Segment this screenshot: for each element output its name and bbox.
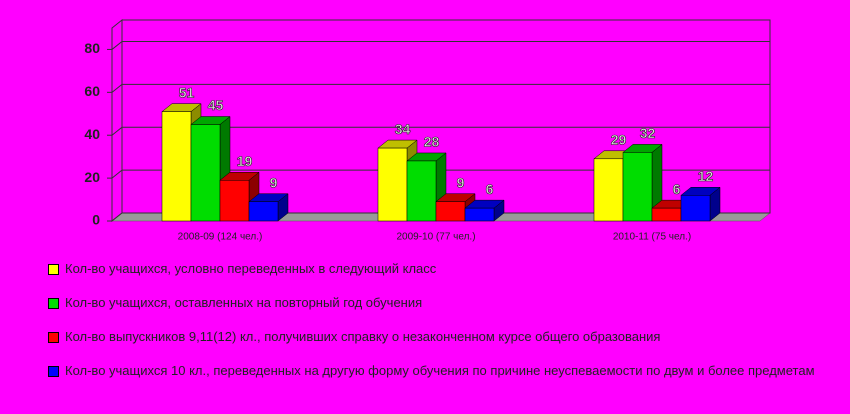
legend-item: Кол-во учащихся, условно переведенных в … [48,260,838,277]
bar-front [435,201,466,222]
chart: 0 20 40 60 80 2008-09 (124 чел.) 51 45 19 9 2009-1… [84,18,771,243]
value-label: 34 [395,121,411,137]
y-tick-label: 0 [92,212,100,228]
bar-front [622,152,653,222]
legend-label: Кол-во выпускников 9,11(12) кл., получив… [65,329,661,344]
value-label: 19 [237,153,253,169]
bar [435,193,476,222]
y-tick-label: 60 [84,83,100,99]
legend-label: Кол-во учащихся, оставленных на повторны… [65,295,423,310]
legend-item: Кол-во выпускников 9,11(12) кл., получив… [48,328,838,345]
value-label: 51 [179,84,195,100]
grid-line [111,40,770,50]
bar-front [464,207,495,222]
x-tick-label: 2010-11 (75 чел.) [613,232,691,243]
grid-line [111,83,770,93]
x-tick-label: 2009-10 (77 чел.) [396,232,475,243]
x-tick-label: 2008-09 (124 чел.) [178,232,263,243]
legend-item: Кол-во учащихся 10 кл., переведенных на … [48,362,838,379]
bar-front [680,195,711,222]
bar [464,199,505,222]
y-tick-label: 20 [84,169,100,185]
bar [680,186,721,222]
y-tick-label: 80 [84,40,100,56]
value-label: 32 [640,125,656,141]
legend-swatch [48,332,59,343]
value-label: 12 [698,168,714,184]
legend-swatch [48,264,59,275]
bar-front [377,147,408,222]
bar-front [248,201,279,222]
value-label: 6 [673,181,681,197]
value-label: 9 [270,174,278,190]
legend-label: Кол-во учащихся, условно переведенных в … [65,261,437,276]
value-label: 9 [457,174,465,190]
value-label: 29 [611,132,627,148]
value-label: 6 [486,181,494,197]
side-wall [111,18,123,223]
legend-swatch [48,298,59,309]
legend-label: Кол-во учащихся 10 кл., переведенных на … [65,363,815,378]
legend: Кол-во учащихся, условно переведенных в … [48,260,838,396]
bar-front [161,111,192,222]
bar-front [219,180,250,222]
legend-item: Кол-во учащихся, оставленных на повторны… [48,294,838,311]
bar-front [651,207,682,222]
bar-front [593,158,624,222]
y-tick-label: 40 [84,126,100,142]
grid-line [111,212,770,222]
value-label: 28 [424,134,440,150]
grid-line [111,126,770,136]
bar [248,193,289,222]
bar-front [190,124,221,222]
value-label: 45 [208,97,224,113]
bar-front [406,160,437,222]
legend-swatch [48,366,59,377]
grid-line [111,169,770,179]
